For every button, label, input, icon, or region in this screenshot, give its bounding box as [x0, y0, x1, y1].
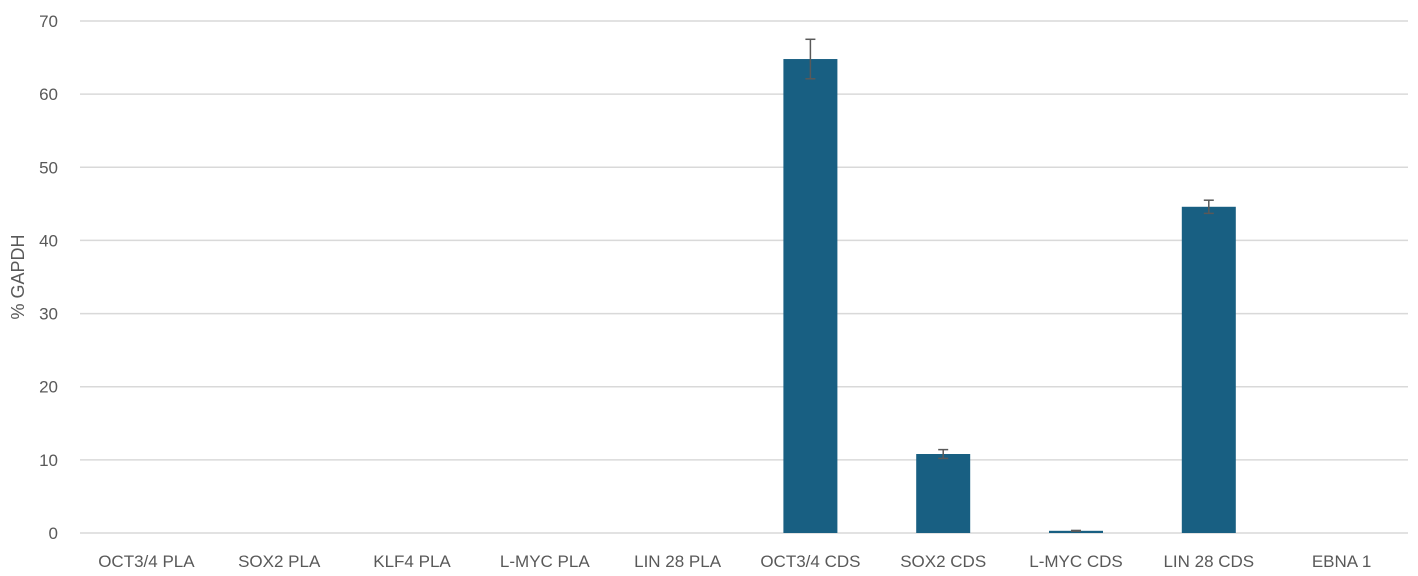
y-tick-label: 60 — [39, 85, 58, 104]
y-tick-label: 40 — [39, 231, 58, 250]
y-tick-label: 10 — [39, 451, 58, 470]
bars — [783, 59, 1236, 534]
x-tick-label: EBNA 1 — [1312, 552, 1372, 571]
x-tick-label: L-MYC PLA — [500, 552, 590, 571]
y-axis-ticks: 0 10 20 30 40 50 60 70 — [39, 12, 58, 543]
bar — [916, 454, 971, 533]
y-tick-label: 50 — [39, 158, 58, 177]
x-tick-label: L-MYC CDS — [1029, 552, 1123, 571]
x-tick-label: OCT3/4 CDS — [760, 552, 860, 571]
gridlines — [80, 20, 1408, 534]
error-bars — [805, 38, 1214, 532]
y-tick-label: 70 — [39, 12, 58, 31]
x-tick-label: SOX2 PLA — [238, 552, 321, 571]
y-tick-label: 20 — [39, 378, 58, 397]
y-tick-label: 30 — [39, 305, 58, 324]
x-tick-label: LIN 28 PLA — [634, 552, 722, 571]
bar — [1181, 206, 1236, 534]
x-tick-label: KLF4 PLA — [373, 552, 451, 571]
bar — [783, 59, 838, 533]
y-tick-label: 0 — [49, 524, 58, 543]
x-tick-label: SOX2 CDS — [900, 552, 986, 571]
x-axis-ticks: OCT3/4 PLA SOX2 PLA KLF4 PLA L-MYC PLA LIN 2… — [98, 552, 1371, 571]
x-tick-label: LIN 28 CDS — [1163, 552, 1254, 571]
y-axis-label: % GAPDH — [8, 234, 28, 319]
x-tick-label: OCT3/4 PLA — [98, 552, 195, 571]
